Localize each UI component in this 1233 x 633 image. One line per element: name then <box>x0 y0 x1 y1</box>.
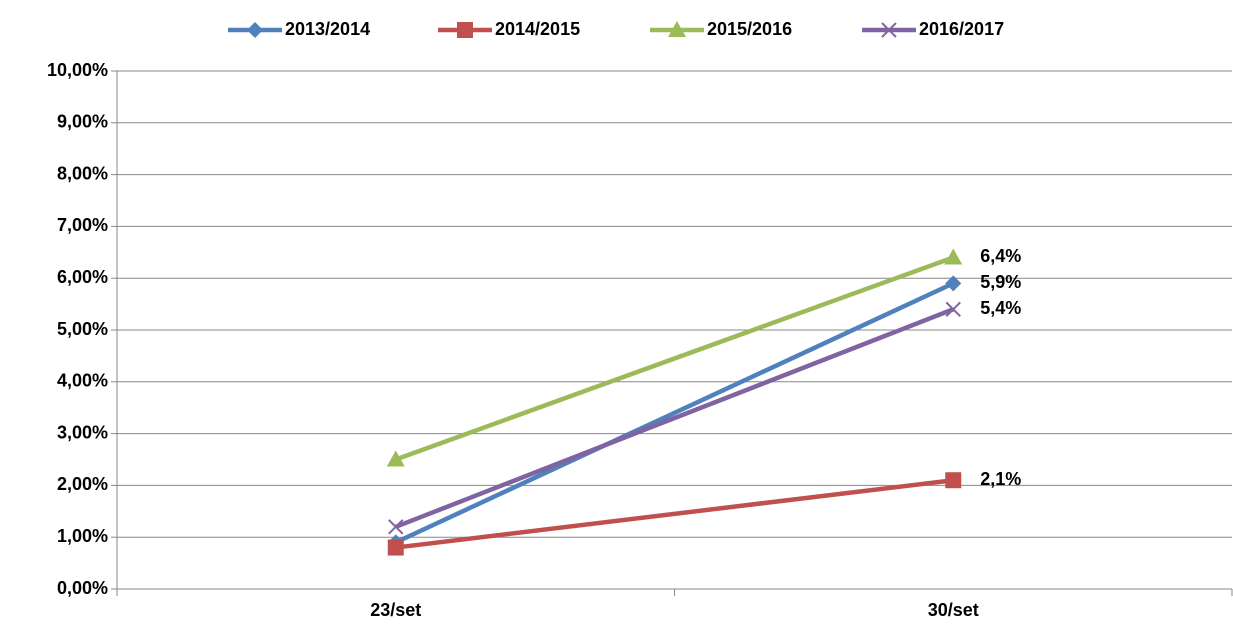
data-label: 5,9% <box>980 272 1021 292</box>
y-tick-label: 8,00% <box>57 163 108 183</box>
y-tick-label: 5,00% <box>57 319 108 339</box>
legend-label: 2013/2014 <box>285 19 370 39</box>
series-line <box>394 255 955 462</box>
data-point <box>944 248 963 265</box>
y-tick-label: 0,00% <box>57 578 108 598</box>
y-tick-label: 10,00% <box>47 60 108 80</box>
legend-label: 2014/2015 <box>495 19 580 39</box>
legend-marker <box>247 22 263 38</box>
y-tick-label: 9,00% <box>57 112 108 132</box>
y-tick-label: 4,00% <box>57 371 108 391</box>
data-point <box>945 472 962 489</box>
data-point <box>945 301 961 317</box>
data-point <box>945 275 962 292</box>
legend-marker <box>457 22 473 38</box>
series-line <box>394 307 955 529</box>
data-point <box>388 519 404 535</box>
series-line <box>395 477 954 550</box>
y-tick-label: 6,00% <box>57 267 108 287</box>
data-point <box>387 539 404 556</box>
y-tick-label: 2,00% <box>57 474 108 494</box>
x-tick-label: 23/set <box>370 600 421 620</box>
x-tick-label: 30/set <box>928 600 979 620</box>
legend-marker <box>668 21 686 37</box>
series-line <box>394 281 955 545</box>
legend-label: 2015/2016 <box>707 19 792 39</box>
legend-marker <box>881 22 897 38</box>
data-label: 5,4% <box>980 298 1021 318</box>
legend-label: 2016/2017 <box>919 19 1004 39</box>
data-label: 6,4% <box>980 246 1021 266</box>
data-label: 2,1% <box>980 469 1021 489</box>
y-tick-label: 1,00% <box>57 526 108 546</box>
y-tick-label: 3,00% <box>57 422 108 442</box>
data-point <box>386 450 405 467</box>
y-tick-label: 7,00% <box>57 215 108 235</box>
